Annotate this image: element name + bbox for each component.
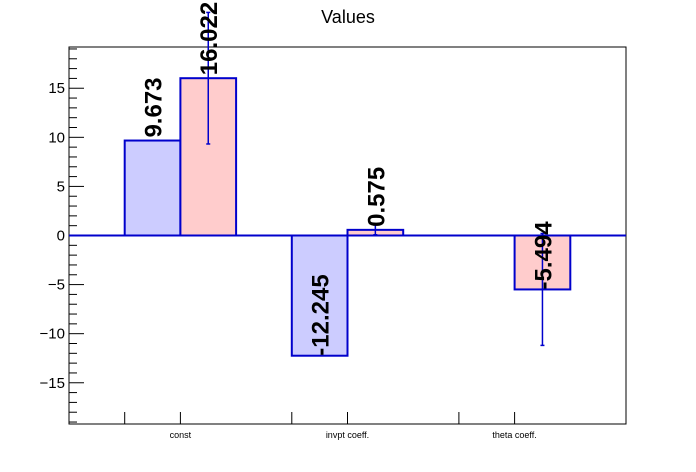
value-label: 16.022 — [196, 2, 223, 75]
y-tick-label: −10 — [40, 326, 65, 343]
error-bars — [206, 11, 545, 347]
bar — [290, 234, 349, 357]
y-tick-label: 10 — [48, 129, 65, 146]
value-label: -5.494 — [530, 221, 557, 290]
y-tick-label: 0 — [57, 228, 65, 245]
chart-title: Values — [321, 7, 375, 27]
y-tick-label: 15 — [48, 80, 65, 97]
y-tick-label: 5 — [57, 178, 65, 195]
value-label: -12.245 — [308, 274, 335, 355]
y-tick-label: −5 — [48, 277, 65, 294]
bar — [123, 139, 182, 237]
value-label: 0.575 — [363, 167, 390, 227]
x-tick-label: theta coeff. — [492, 430, 536, 440]
bars — [123, 77, 572, 357]
y-tick-label: −15 — [40, 375, 65, 392]
y-axis: −15 −10 −5 0 5 10 15 — [40, 48, 84, 423]
x-tick-label: invpt coeff. — [326, 430, 369, 440]
value-labels: 9.673 -12.245 16.022 0.575 -5.494 — [141, 2, 558, 356]
x-tick-label: const — [170, 430, 192, 440]
value-label: 9.673 — [141, 77, 168, 137]
x-axis: const invpt coeff. theta coeff. — [124, 412, 537, 440]
